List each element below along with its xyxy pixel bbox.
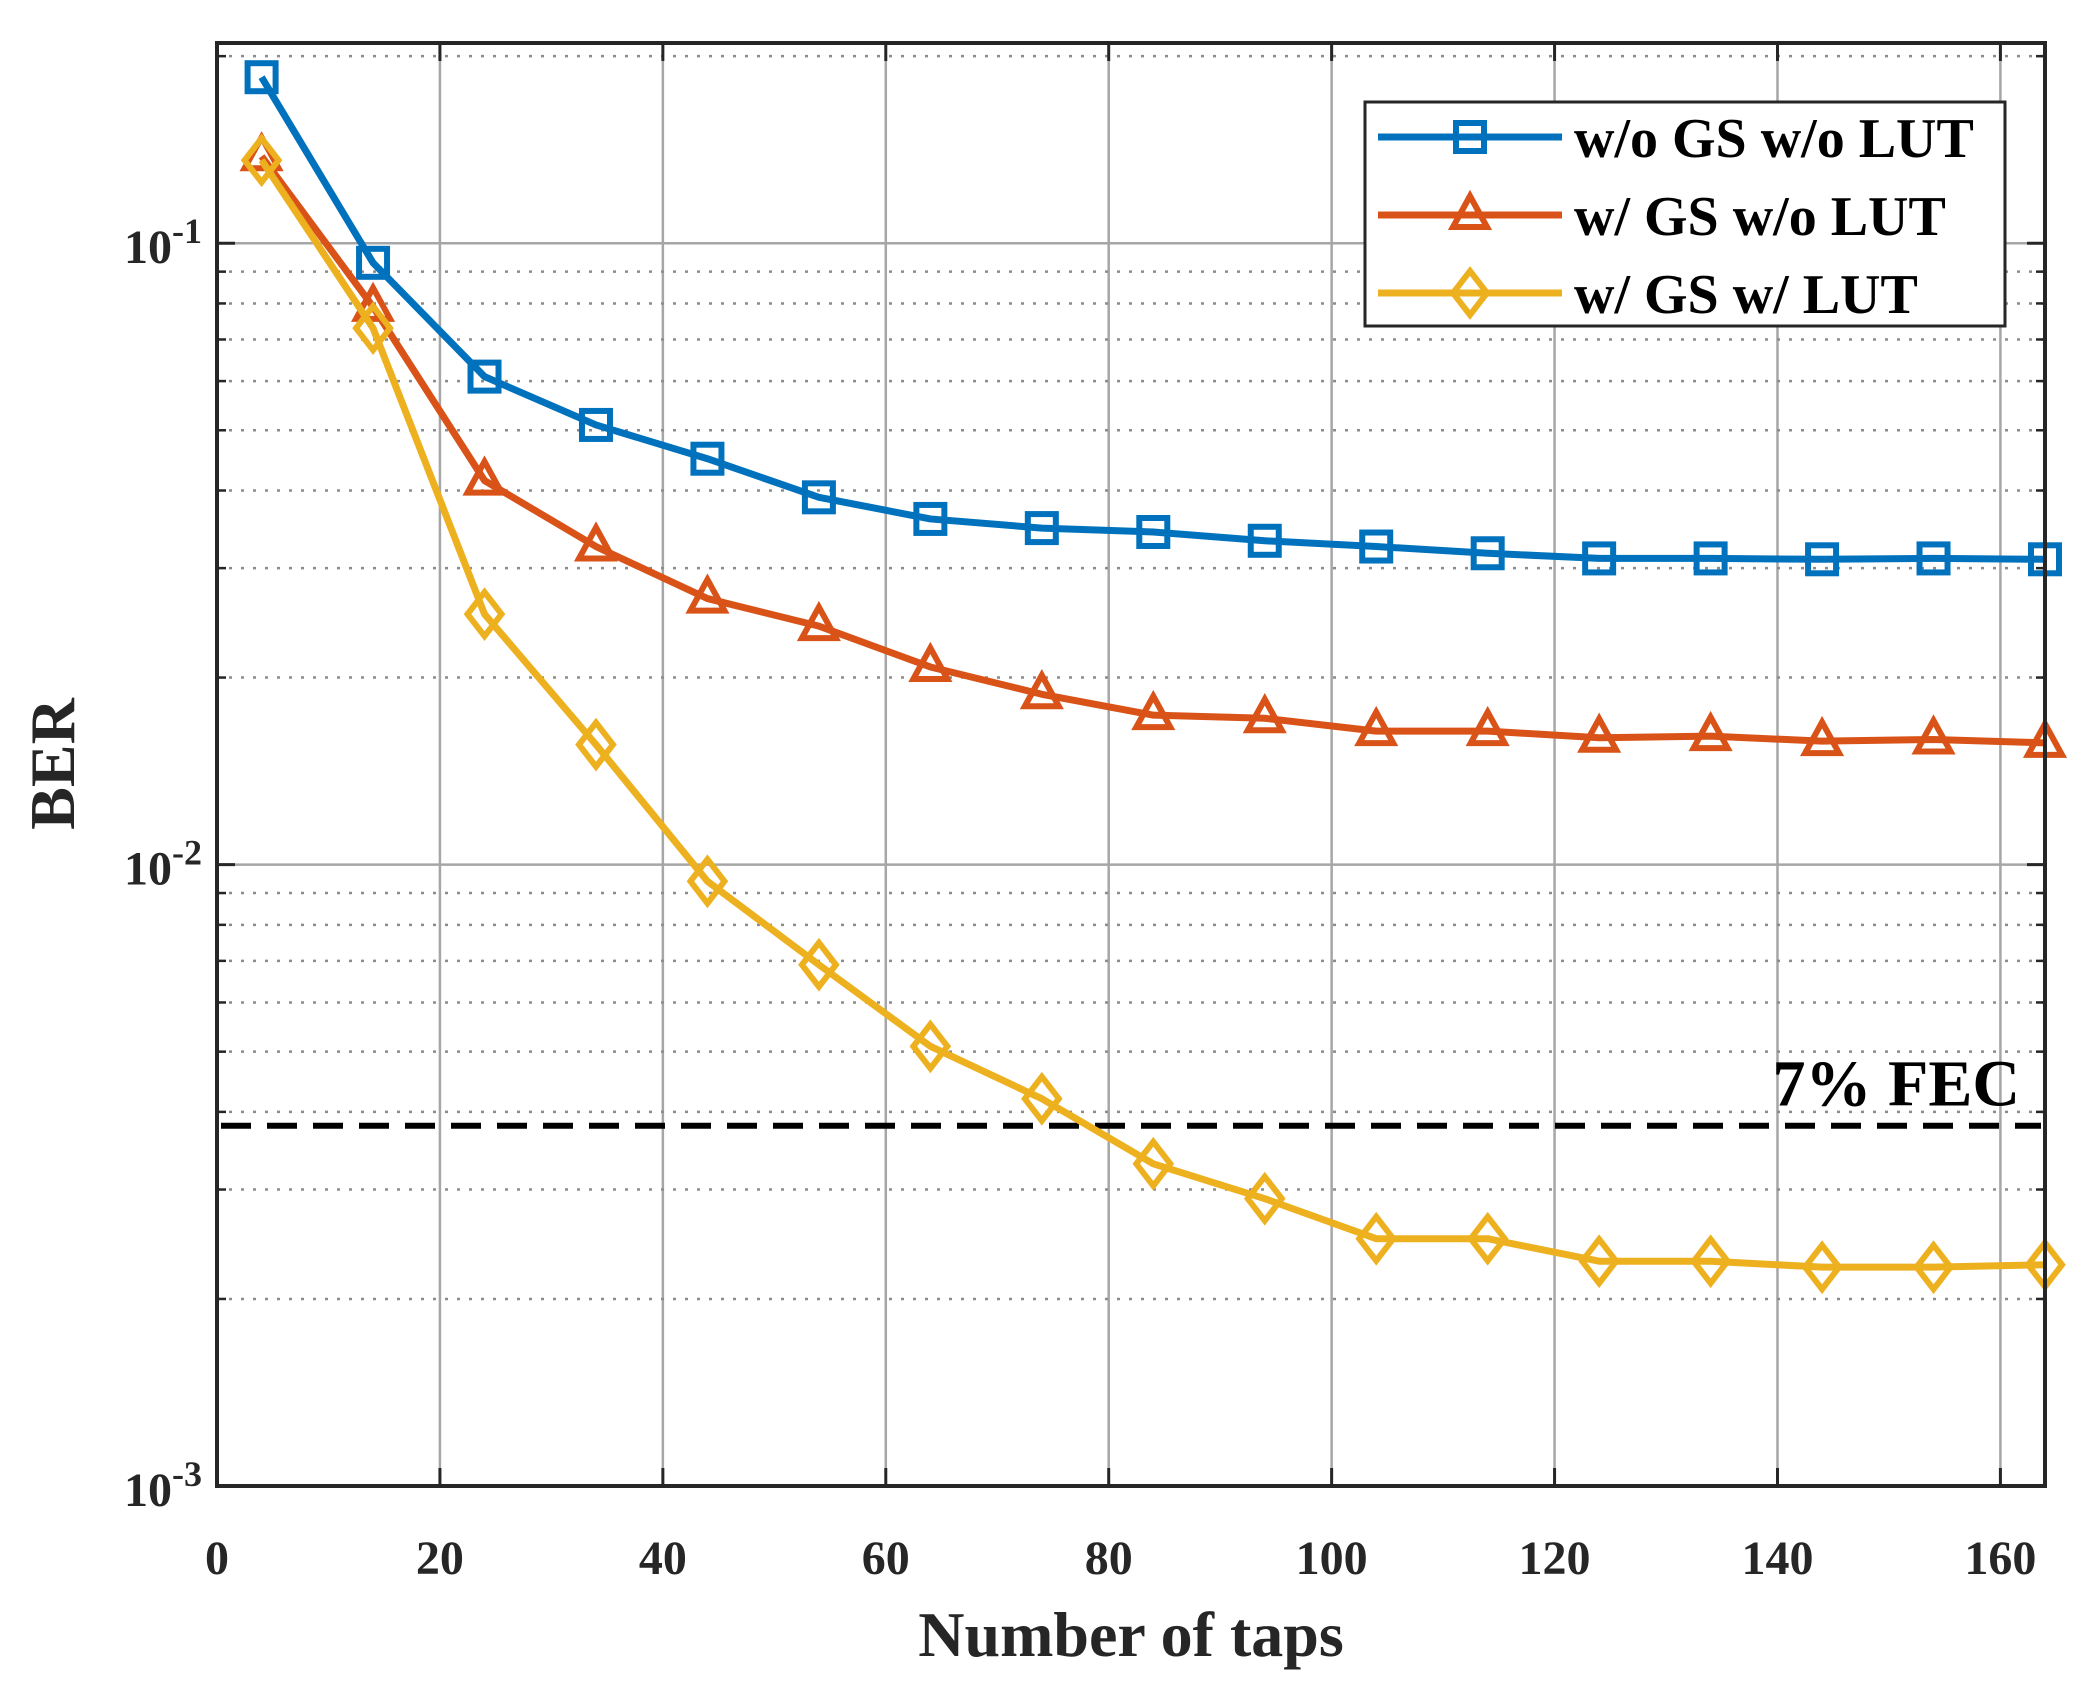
data-series	[239, 60, 2068, 1295]
data-point	[1019, 669, 1064, 710]
data-point	[1021, 1071, 1063, 1126]
data-point	[1354, 705, 1399, 747]
y-tick-label-exponent: -2	[172, 833, 202, 873]
plot-frame	[215, 41, 2047, 1488]
legend-marker	[1449, 266, 1491, 320]
x-tick-label: 20	[416, 1532, 464, 1585]
legend-entry: w/o GS w/o LUT	[1378, 108, 1974, 170]
data-point	[1355, 1211, 1398, 1266]
data-point	[1912, 1240, 1955, 1295]
data-point	[1247, 523, 1282, 558]
data-point	[1024, 511, 1059, 546]
data-point	[244, 60, 279, 95]
legend-marker	[1453, 120, 1487, 154]
y-tick-label-base: 10	[124, 221, 172, 274]
data-point	[1688, 710, 1733, 752]
data-point	[1916, 541, 1951, 576]
legend-entry: w/ GS w/ LUT	[1378, 264, 1918, 326]
data-point	[686, 854, 729, 909]
data-point	[1693, 541, 1728, 576]
data-point	[685, 573, 730, 614]
series-1	[244, 60, 2062, 577]
data-point	[463, 587, 506, 642]
data-point	[1465, 705, 1510, 747]
data-point	[350, 281, 396, 322]
data-point	[1911, 714, 1956, 755]
x-tick-label: 40	[639, 1532, 687, 1585]
legend-label: w/ GS w/ LUT	[1574, 264, 1918, 326]
x-tick-label: 0	[205, 1532, 229, 1585]
data-point	[1243, 1171, 1286, 1226]
data-point	[467, 359, 502, 394]
data-point	[798, 937, 840, 992]
x-tick-label: 160	[1964, 1532, 2036, 1585]
series-line	[258, 75, 2046, 563]
data-point	[1800, 715, 1845, 757]
data-point	[1242, 693, 1287, 734]
legend-marker	[1447, 189, 1493, 230]
legend: w/o GS w/o LUT w/ GS w/o LUT w/ GS w/ LUT	[1363, 100, 2007, 328]
data-point	[578, 407, 613, 442]
series-3	[240, 133, 2066, 1295]
y-tick-label: 10-2	[124, 833, 202, 896]
series-line	[258, 158, 2046, 1271]
data-point	[462, 455, 507, 496]
data-point	[796, 600, 841, 642]
data-point	[1577, 712, 1622, 753]
series-line	[258, 154, 2046, 747]
legend-entry: w/ GS w/o LUT	[1378, 186, 1946, 248]
y-tick-label-exponent: -3	[172, 1454, 202, 1494]
data-point	[690, 441, 725, 476]
data-point	[1136, 514, 1171, 549]
y-tick-label-base: 10	[124, 843, 172, 896]
legend-label: w/o GS w/o LUT	[1574, 108, 1974, 170]
y-tick-label: 10-3	[124, 1454, 202, 1517]
data-point	[1131, 689, 1176, 731]
y-tick-label-exponent: -1	[172, 211, 202, 251]
data-point	[1470, 536, 1505, 571]
fec-threshold-label: 7% FEC	[1773, 1048, 2021, 1121]
data-point	[1578, 1234, 1620, 1289]
data-point	[1359, 529, 1394, 564]
x-axis-title: Number of taps	[918, 1599, 1344, 1670]
data-point	[1805, 542, 1840, 577]
x-tick-label: 140	[1741, 1532, 1813, 1585]
data-point	[1582, 541, 1617, 576]
x-tick-label: 60	[862, 1532, 910, 1585]
x-tick-label: 100	[1296, 1532, 1368, 1585]
data-point	[913, 501, 948, 536]
y-tick-label-base: 10	[124, 1464, 172, 1517]
data-point	[1689, 1234, 1732, 1289]
x-tick-label: 80	[1085, 1532, 1133, 1585]
data-point	[1132, 1136, 1175, 1191]
data-point	[909, 1019, 952, 1074]
data-point	[356, 245, 391, 280]
x-tick-label: 120	[1519, 1532, 1591, 1585]
data-point	[575, 717, 617, 772]
annotations: 7% FEC	[1773, 1048, 2021, 1121]
y-axis-title: BER	[17, 697, 88, 829]
data-point	[1466, 1211, 1509, 1266]
data-point	[240, 133, 283, 188]
data-point	[1801, 1240, 1843, 1295]
legend-label: w/ GS w/o LUT	[1574, 186, 1946, 248]
y-tick-label: 10-1	[124, 211, 202, 274]
data-point	[352, 301, 394, 356]
data-point	[908, 641, 953, 682]
data-point	[573, 521, 619, 562]
data-point	[801, 480, 836, 515]
